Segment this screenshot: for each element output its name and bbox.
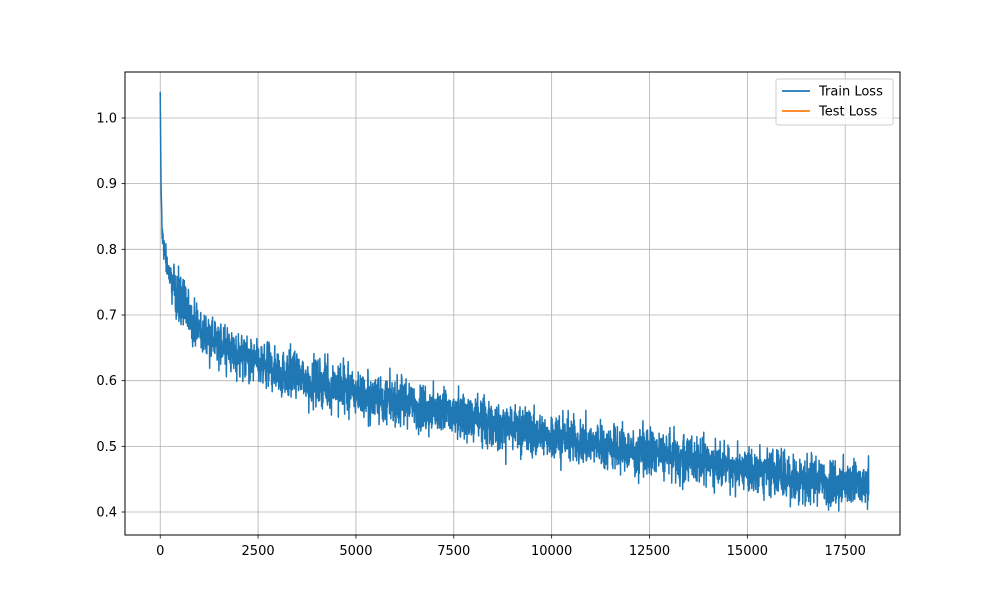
y-tick-label: 0.9	[96, 177, 117, 192]
x-axis: 0 2500 5000 7500 10000 12500 15000 17500	[156, 535, 866, 559]
x-tick-label: 0	[156, 544, 164, 559]
x-tick-label: 12500	[629, 544, 670, 559]
legend-label: Train Loss	[818, 85, 883, 100]
y-tick-label: 1.0	[96, 111, 117, 126]
x-tick-label: 10000	[531, 544, 572, 559]
x-tick-label: 15000	[727, 544, 768, 559]
series-layer	[159, 91, 870, 512]
plot-frame	[124, 71, 901, 536]
y-tick-label: 0.6	[96, 374, 117, 389]
x-tick-label: 2500	[242, 544, 275, 559]
x-tick-label: 7500	[437, 544, 470, 559]
y-axis: 0.4 0.5 0.6 0.7 0.8 0.9 1.0	[96, 111, 125, 521]
legend: Train Loss Test Loss	[775, 78, 894, 126]
series-line-0	[159, 91, 870, 512]
x-tick-label: 17500	[825, 544, 866, 559]
legend-label: Test Loss	[818, 105, 877, 120]
y-tick-label: 0.8	[96, 243, 117, 258]
y-tick-label: 0.7	[96, 308, 117, 323]
y-tick-label: 0.4	[96, 506, 117, 521]
x-tick-label: 5000	[339, 544, 372, 559]
y-tick-label: 0.5	[96, 440, 117, 455]
